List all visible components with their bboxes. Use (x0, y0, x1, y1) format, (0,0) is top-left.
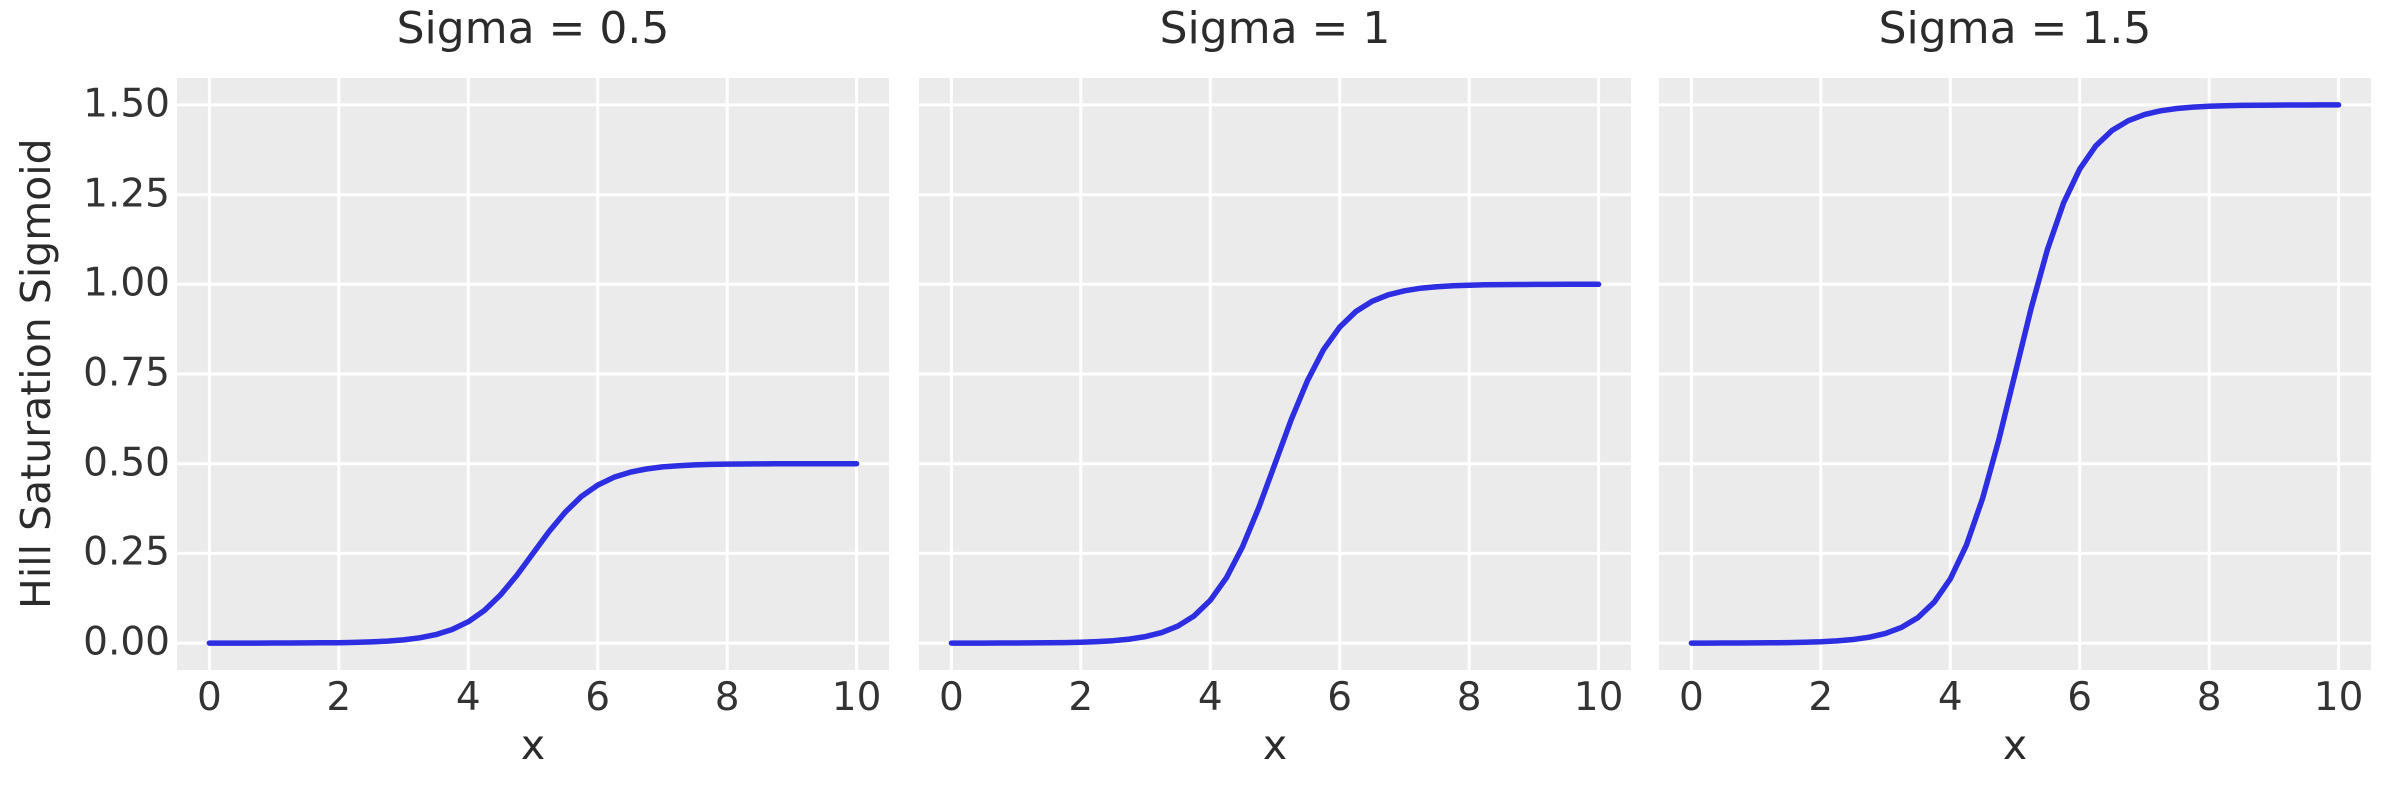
x-tick-label: 2 (1068, 675, 1094, 720)
plot-area (177, 78, 889, 670)
x-tick-labels: 0 2 4 6 8 10 (1659, 675, 2371, 722)
subplot-title: Sigma = 1 (1159, 3, 1391, 54)
x-tick-label: 6 (1327, 675, 1353, 720)
x-tick-label: 10 (2313, 675, 2364, 720)
y-tick-label: 0.50 (83, 440, 170, 486)
x-tick-label: 6 (2067, 675, 2093, 720)
subplot-title: Sigma = 0.5 (396, 3, 670, 54)
x-tick-label: 2 (1808, 675, 1834, 720)
x-axis-label: x (2002, 721, 2028, 769)
plot-area (919, 78, 1631, 670)
subplot-sigma-1-5: Sigma = 1.5 0 2 4 6 8 10 x (1659, 0, 2371, 800)
subplot-sigma-0-5: Sigma = 0.5 0 2 4 6 8 10 x (177, 0, 889, 800)
x-tick-label: 10 (831, 675, 882, 720)
x-tick-label: 8 (2196, 675, 2222, 720)
x-tick-label: 10 (1573, 675, 1624, 720)
y-tick-label: 0.00 (83, 619, 170, 665)
x-tick-label: 2 (326, 675, 352, 720)
y-tick-label: 1.25 (83, 171, 170, 217)
x-tick-label: 4 (1937, 675, 1963, 720)
x-tick-label: 6 (585, 675, 611, 720)
x-tick-label: 0 (1678, 675, 1704, 720)
subplot-title: Sigma = 1.5 (1878, 3, 2152, 54)
plot-area (1659, 78, 2371, 670)
y-tick-labels: 0.00 0.25 0.50 0.75 1.00 1.25 1.50 (0, 0, 170, 800)
y-tick-label: 0.25 (83, 529, 170, 575)
x-tick-label: 8 (714, 675, 740, 720)
y-tick-label: 1.00 (83, 260, 170, 306)
x-tick-label: 0 (196, 675, 222, 720)
y-tick-label: 1.50 (83, 81, 170, 127)
sigmoid-line-chart (1659, 78, 2371, 670)
x-tick-label: 8 (1456, 675, 1482, 720)
subplot-sigma-1: Sigma = 1 0 2 4 6 8 10 x (919, 0, 1631, 800)
x-tick-label: 0 (938, 675, 964, 720)
x-axis-label: x (1262, 721, 1288, 769)
x-axis-label: x (520, 721, 546, 769)
y-tick-label: 0.75 (83, 350, 170, 396)
x-tick-labels: 0 2 4 6 8 10 (919, 675, 1631, 722)
x-tick-labels: 0 2 4 6 8 10 (177, 675, 889, 722)
sigmoid-line-chart (177, 78, 889, 670)
x-tick-label: 4 (1197, 675, 1223, 720)
x-tick-label: 4 (455, 675, 481, 720)
sigmoid-line-chart (919, 78, 1631, 670)
